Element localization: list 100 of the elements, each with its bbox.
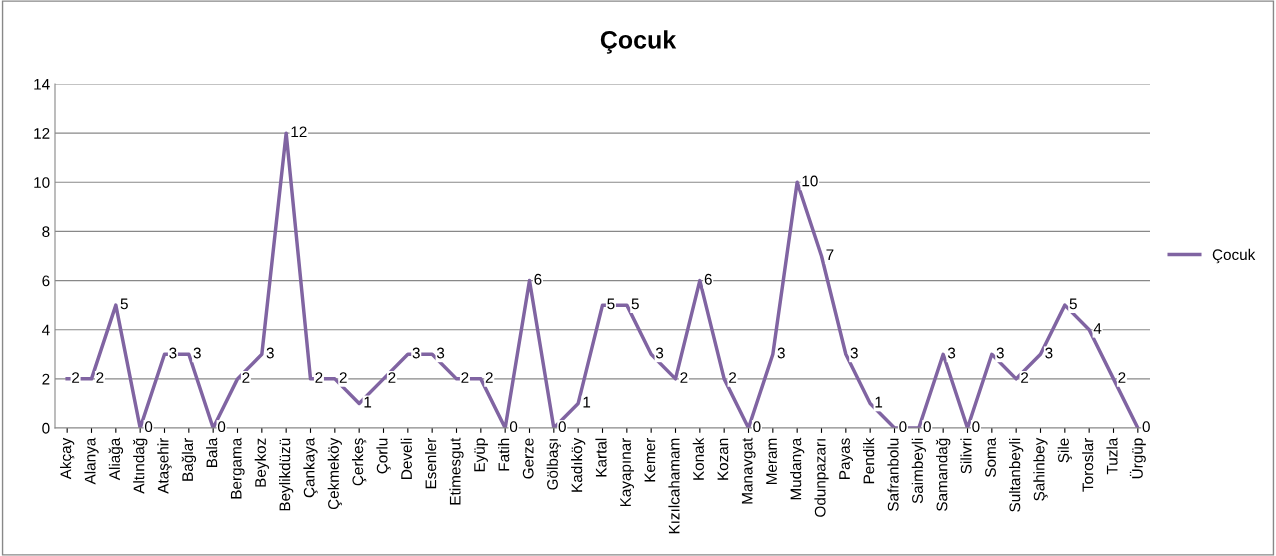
y-tick-label: 8	[42, 226, 50, 238]
data-label: 5	[607, 298, 615, 310]
x-tick-label: Alanya	[84, 437, 99, 485]
x-tick-label: Gerze	[522, 438, 534, 479]
data-label: 4	[1093, 323, 1102, 334]
data-label: 3	[193, 347, 201, 359]
x-tick-label: Çerkeş	[352, 438, 367, 486]
x-tick-label: Bala	[206, 437, 218, 468]
data-label: 0	[1142, 421, 1150, 433]
chart-title: Çocuk	[600, 30, 677, 54]
data-label: 3	[266, 347, 274, 359]
x-tick-label: Çekmeköy	[327, 437, 342, 510]
data-label: 6	[704, 273, 712, 285]
x-tick-label: Kadıköy	[571, 437, 586, 492]
x-tick-label: Akçay	[60, 437, 75, 480]
x-tick-label: Beykoz	[254, 438, 269, 487]
data-label: 1	[583, 396, 591, 408]
data-label: 7	[826, 249, 834, 260]
data-label: 2	[485, 372, 493, 383]
x-tick-label: Tuzla	[1106, 437, 1118, 475]
data-label: 0	[558, 421, 566, 433]
data-label: 5	[631, 298, 639, 310]
data-label: 3	[850, 347, 858, 359]
x-tick-label: Aliağa	[108, 437, 124, 481]
x-tick-label: Kızılcahamam	[668, 438, 680, 534]
data-label: 5	[120, 298, 128, 310]
data-label: 3	[169, 347, 177, 359]
x-tick-label: Gölbaşı	[546, 439, 561, 490]
data-label: 0	[923, 421, 931, 433]
data-label: 1	[875, 396, 883, 408]
data-label: 3	[947, 347, 956, 359]
x-tick-label: Ürgüp	[1129, 438, 1146, 479]
data-label: 3	[436, 347, 445, 359]
data-label: 1	[364, 396, 372, 408]
y-tick-label: 6	[42, 275, 50, 287]
x-tick-label: Esenler	[425, 437, 437, 489]
data-label: 0	[217, 421, 226, 433]
x-tick-label: Eyüp	[474, 438, 488, 472]
x-tick-label: Manavgat	[741, 437, 756, 504]
x-tick-label: Fatih	[498, 438, 510, 471]
x-tick-label: Ataşehir	[157, 437, 172, 494]
data-label: 0	[972, 421, 980, 433]
data-label: 3	[996, 347, 1004, 359]
data-label: 10	[802, 175, 818, 187]
x-tick-label: Bergama	[230, 437, 245, 499]
x-tick-label: Etimesgut	[449, 437, 464, 505]
y-tick-label: 10	[34, 177, 50, 188]
data-label: 2	[242, 372, 250, 383]
x-tick-label: Şile	[1057, 438, 1072, 463]
y-tick-label: 0	[42, 422, 50, 434]
x-tick-label: Çankaya	[303, 437, 318, 498]
data-label: 0	[753, 421, 761, 433]
x-tick-label: Saimbeyli	[911, 438, 926, 504]
x-tick-label: Konak	[692, 437, 704, 480]
x-tick-label: Develi	[400, 438, 412, 479]
data-label: 2	[315, 372, 323, 383]
data-label: 2	[461, 372, 469, 383]
y-tick-label: 12	[34, 128, 50, 139]
data-label: 3	[412, 347, 420, 359]
x-tick-label: Pendik	[863, 437, 875, 484]
data-label: 2	[388, 372, 396, 383]
y-tick-label: 4	[41, 324, 50, 336]
x-tick-label: Sultanbeyli	[1009, 438, 1024, 512]
x-tick-label: Toroslar	[1082, 437, 1094, 492]
data-label: 2	[729, 372, 737, 383]
x-tick-label: Mudanya	[790, 437, 805, 500]
data-label: 6	[534, 273, 542, 285]
data-label: 2	[96, 372, 104, 383]
x-tick-label: Altındağ	[132, 438, 148, 494]
x-tick-label: Şahinbey	[1033, 437, 1048, 501]
x-tick-label: Kozan	[717, 438, 729, 480]
x-tick-label: Samandağ	[935, 438, 951, 511]
x-tick-label: Safranbolu	[887, 438, 899, 511]
data-label: 3	[655, 347, 664, 359]
data-label: 12	[291, 126, 307, 138]
x-tick-label: Beylikdüzü	[279, 438, 294, 511]
x-tick-label: Meram	[766, 438, 777, 484]
data-label: 5	[1069, 298, 1077, 310]
data-label: 3	[777, 347, 785, 359]
x-tick-label: Silivri	[960, 438, 972, 474]
data-label: 2	[72, 372, 80, 383]
x-tick-label: Kartal	[595, 438, 607, 477]
data-label: 2	[1118, 372, 1126, 383]
legend-label: Çocuk	[1212, 248, 1256, 264]
data-label: 2	[339, 372, 347, 383]
x-tick-label: Soma	[985, 437, 996, 477]
x-tick-label: Payas	[839, 438, 853, 479]
x-tick-label: Odunpazarı	[814, 439, 829, 517]
data-label: 2	[1021, 372, 1029, 383]
x-tick-label: Kemer	[644, 437, 656, 482]
data-label: 2	[680, 372, 688, 383]
x-tick-label: Bağlar	[181, 437, 197, 481]
data-label: 0	[899, 421, 907, 433]
x-tick-label: Çorlu	[376, 438, 391, 474]
data-label: 3	[1045, 347, 1053, 359]
data-label: 0	[144, 421, 153, 433]
data-label: 0	[509, 421, 518, 433]
y-tick-label: 14	[34, 79, 50, 90]
x-tick-label: Kayapınar	[620, 437, 634, 507]
y-tick-label: 2	[42, 373, 50, 385]
